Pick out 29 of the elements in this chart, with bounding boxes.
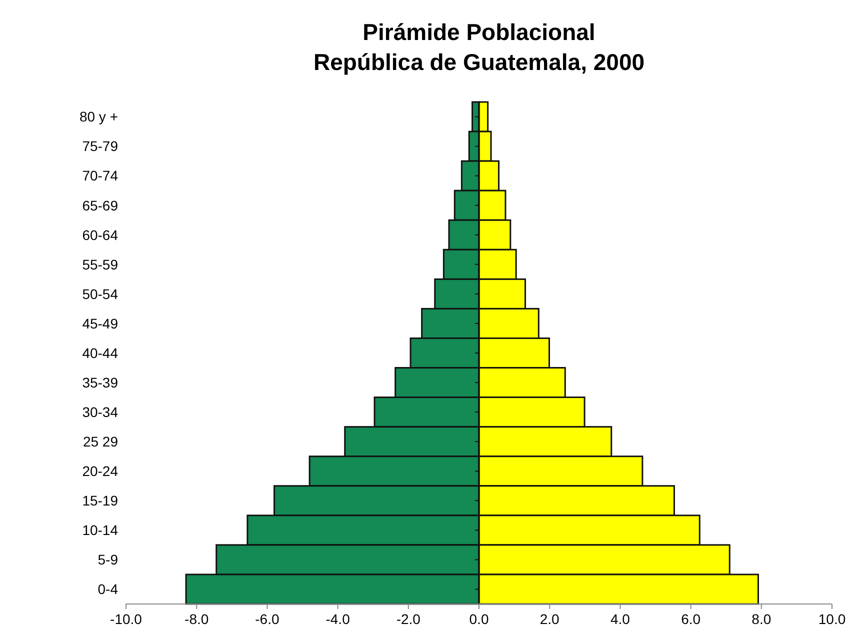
y-tick-label: 30-34 (82, 404, 118, 420)
x-tick-label: -10.0 (110, 611, 142, 627)
y-tick-label: 25 29 (82, 433, 118, 450)
x-tick-label: 0.0 (469, 611, 489, 627)
y-tick-label: 40-44 (82, 344, 118, 361)
y-tick-label: 65-69 (82, 197, 118, 214)
x-tick-label: 10.0 (818, 611, 846, 627)
y-tick-label: 80 y + (79, 108, 118, 125)
x-tick-label: -4.0 (326, 611, 350, 627)
y-tick-label: 35-39 (82, 374, 118, 390)
y-tick-label: 20-24 (82, 463, 118, 480)
y-tick-label: 0-4 (98, 581, 118, 598)
x-tick-label: -8.0 (184, 611, 209, 627)
x-tick-label: -2.0 (396, 611, 421, 627)
y-tick-label: 15-19 (82, 492, 118, 509)
y-tick-label: 55-59 (82, 256, 118, 272)
y-tick-label: 50-54 (82, 286, 118, 302)
y-tick-label: 45-49 (82, 315, 118, 332)
y-tick-label: 5-9 (98, 552, 118, 568)
x-tick-label: 2.0 (540, 611, 560, 627)
y-tick-label: 70-74 (82, 168, 118, 184)
chart-title: Pirámide Poblacional República de Guatemala, 2000 (313, 19, 645, 75)
y-tick-label: 75-79 (82, 138, 118, 154)
x-tick-label: 4.0 (610, 611, 630, 627)
x-tick-label: 8.0 (752, 611, 772, 627)
y-tick-label: 60-64 (82, 226, 118, 243)
x-tick-label: -6.0 (255, 611, 280, 627)
x-tick-label: 6.0 (681, 611, 701, 627)
y-tick-label: 10-14 (82, 522, 118, 538)
